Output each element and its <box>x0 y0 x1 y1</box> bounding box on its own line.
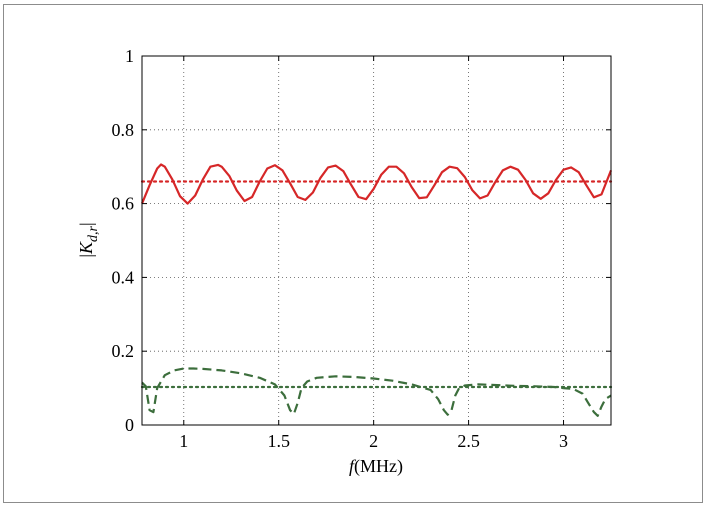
x-axis-label-unit: (MHz) <box>354 456 403 477</box>
y-axis-label-bar-left: | <box>76 254 96 258</box>
series-line-1 <box>140 163 613 205</box>
x-axis-label-var: f <box>349 456 357 476</box>
y-tick-label: 0.2 <box>112 341 135 361</box>
x-tick-label: 2 <box>369 431 378 451</box>
y-axis-ticks: 0 0.2 0.4 0.6 0.8 1 <box>112 46 611 435</box>
y-tick-label: 0.8 <box>112 120 135 140</box>
series-line-3 <box>141 367 612 417</box>
y-axis-label: |Kd,r| <box>76 222 101 257</box>
y-axis-label-bar-right: | <box>76 222 96 226</box>
plot-border <box>141 55 612 426</box>
y-tick-label: 0.4 <box>112 267 135 287</box>
y-axis-label-subscript: d,r <box>86 225 101 242</box>
y-axis-label-k: K <box>76 241 96 255</box>
x-tick-label: 1 <box>179 431 188 451</box>
grid <box>142 56 611 425</box>
plot-area <box>142 56 611 425</box>
x-tick-label: 1.5 <box>267 431 290 451</box>
y-tick-label: 0.6 <box>112 194 135 214</box>
x-axis-label: f(MHz) <box>349 456 403 477</box>
y-tick-label: 1 <box>125 46 134 66</box>
x-axis-ticks: 1 1.5 2 2.5 3 <box>179 56 568 451</box>
series-layer <box>140 163 613 417</box>
x-tick-label: 3 <box>559 431 568 451</box>
svg-text:|Kd,r|: |Kd,r| <box>76 222 101 257</box>
x-tick-label: 2.5 <box>457 431 480 451</box>
y-tick-label: 0 <box>125 415 134 435</box>
